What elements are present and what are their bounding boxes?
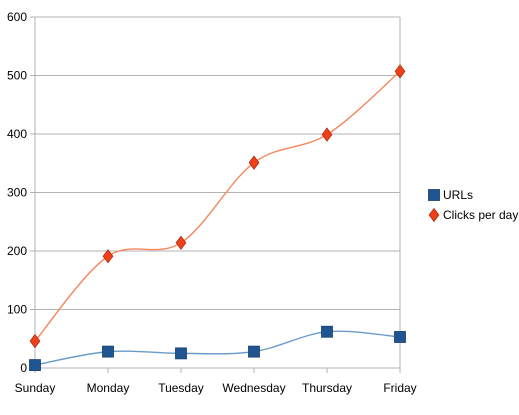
y-tick-label: 300 bbox=[7, 186, 27, 200]
point-clicks-per-day-monday bbox=[103, 250, 113, 263]
point-clicks-per-day-tuesday bbox=[176, 236, 186, 249]
x-tick-label-wednesday: Wednesday bbox=[222, 381, 285, 395]
legend-label-clicks-per-day: Clicks per day bbox=[443, 208, 518, 222]
point-urls-friday bbox=[395, 331, 406, 342]
point-urls-wednesday bbox=[249, 346, 260, 357]
x-tick-label-friday: Friday bbox=[383, 381, 416, 395]
legend-marker-clicks-per-day bbox=[429, 209, 439, 222]
x-tick-label-monday: Monday bbox=[87, 381, 130, 395]
legend: URLs Clicks per day bbox=[429, 188, 519, 222]
series-line-urls bbox=[35, 331, 400, 365]
series-markers bbox=[30, 65, 406, 371]
point-urls-monday bbox=[103, 346, 114, 357]
x-axis-tick-labels: Sunday Monday Tuesday Wednesday Thursday Frid… bbox=[15, 381, 417, 395]
y-tick-label: 600 bbox=[7, 10, 27, 24]
point-urls-tuesday bbox=[176, 348, 187, 359]
series-lines bbox=[35, 71, 400, 365]
point-clicks-per-day-thursday bbox=[322, 128, 332, 141]
legend-label-urls: URLs bbox=[443, 188, 473, 202]
y-axis-tick-labels: 0 100 200 300 400 500 600 bbox=[7, 10, 27, 375]
y-tick-label: 100 bbox=[7, 303, 27, 317]
y-tick-label: 0 bbox=[20, 361, 27, 375]
point-urls-sunday bbox=[30, 360, 41, 371]
series-line-clicks-per-day bbox=[35, 71, 400, 341]
x-tick-label-sunday: Sunday bbox=[15, 381, 56, 395]
y-tick-label: 500 bbox=[7, 69, 27, 83]
y-tick-label: 200 bbox=[7, 244, 27, 258]
axes bbox=[30, 17, 400, 373]
x-tick-label-thursday: Thursday bbox=[302, 381, 352, 395]
x-tick-label-tuesday: Tuesday bbox=[158, 381, 204, 395]
legend-marker-urls bbox=[429, 190, 440, 201]
y-tick-label: 400 bbox=[7, 127, 27, 141]
point-urls-thursday bbox=[322, 326, 333, 337]
grid-lines bbox=[35, 17, 400, 368]
point-clicks-per-day-wednesday bbox=[249, 156, 259, 169]
